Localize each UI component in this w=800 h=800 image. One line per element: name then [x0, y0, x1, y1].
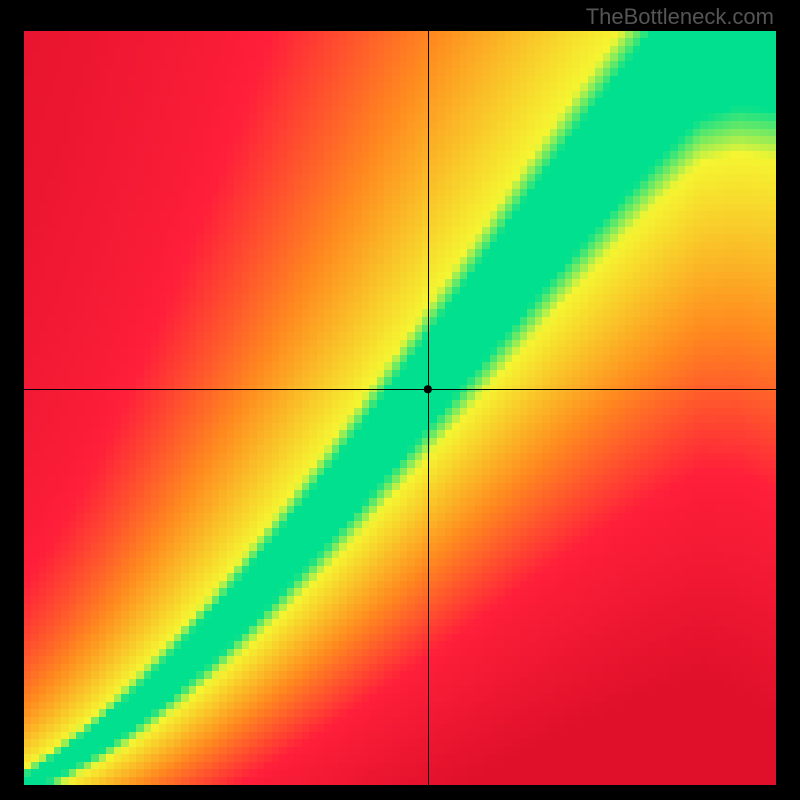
bottleneck-heatmap: [24, 31, 776, 785]
attribution-text: TheBottleneck.com: [586, 4, 774, 30]
